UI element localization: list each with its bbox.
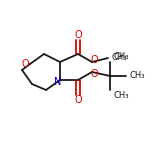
Text: CH₃: CH₃ xyxy=(113,52,128,61)
Text: O: O xyxy=(21,59,29,69)
Text: O: O xyxy=(90,69,98,79)
Text: O: O xyxy=(74,95,82,105)
Text: N: N xyxy=(54,77,62,87)
Text: CH₃: CH₃ xyxy=(113,91,128,100)
Text: O: O xyxy=(74,30,82,40)
Text: CH₃: CH₃ xyxy=(129,71,145,81)
Text: O: O xyxy=(90,55,98,65)
Text: CH₃: CH₃ xyxy=(112,54,128,62)
